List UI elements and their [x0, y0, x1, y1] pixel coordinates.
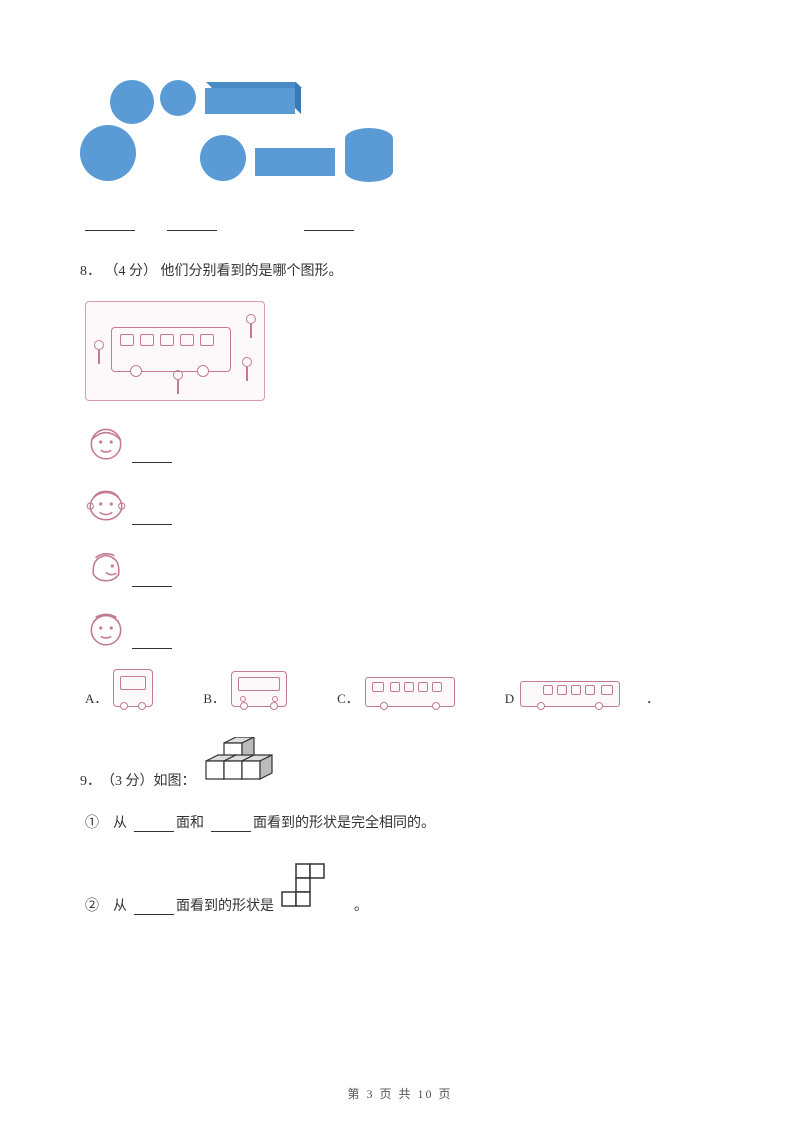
option-label: D — [505, 691, 514, 707]
bus-body — [111, 327, 231, 372]
shapes-figure — [80, 70, 720, 190]
blank-line — [304, 217, 354, 231]
blank-line — [132, 575, 172, 587]
option-label: A． — [85, 688, 107, 707]
cubes-3d-figure — [200, 737, 278, 793]
face-answer-row — [80, 545, 720, 587]
face-answer-row — [80, 483, 720, 525]
q-text: 如图： — [154, 771, 196, 793]
option-b: B． — [203, 671, 287, 707]
cylinder-shape — [345, 128, 393, 182]
blank-line — [132, 637, 172, 649]
blank-line — [211, 820, 251, 832]
rectangle-shape — [255, 148, 335, 176]
cuboid-shape — [205, 88, 295, 114]
face-icon — [85, 421, 127, 463]
blank-line — [132, 513, 172, 525]
bus-scene-figure — [85, 301, 265, 401]
q9-sub2: ② 从 面看到的形状是 。 — [80, 862, 720, 915]
text: 面看到的形状是 — [176, 895, 274, 915]
flat-shape-figure — [280, 862, 328, 915]
option-label: B． — [203, 688, 225, 707]
face-icon — [85, 607, 127, 649]
circle-shape — [160, 80, 196, 116]
text: 。 — [354, 895, 368, 915]
face-icon — [85, 483, 127, 525]
q-points: （3 分） — [101, 771, 154, 793]
bus-side-view-2 — [520, 681, 620, 707]
option-c: C． — [337, 677, 455, 707]
text: 面看到的形状是完全相同的。 — [253, 812, 435, 832]
blank-line — [134, 903, 174, 915]
bus-front-view — [231, 671, 287, 707]
face-icon — [85, 545, 127, 587]
person-icon — [240, 357, 254, 387]
option-label: C． — [337, 688, 359, 707]
person-icon — [92, 340, 106, 370]
face-answer-row — [80, 421, 720, 463]
q-points: （4 分） — [105, 264, 158, 279]
q9-sub1: ① 从 面和 面看到的形状是完全相同的。 — [80, 812, 720, 832]
shape-blanks — [80, 215, 720, 231]
page-footer: 第 3 页 共 10 页 — [0, 1085, 800, 1102]
person-icon — [244, 314, 258, 344]
q8-options: A． B． C． D — [80, 669, 720, 707]
option-a: A． — [85, 669, 153, 707]
text: ① 从 — [85, 812, 127, 832]
q-number: 9． — [80, 771, 101, 793]
q-number: 8． — [80, 264, 101, 279]
question-8: 8． （4 分） 他们分别看到的是哪个图形。 — [80, 261, 720, 283]
q-text: 他们分别看到的是哪个图形。 — [161, 264, 343, 279]
blank-line — [132, 451, 172, 463]
text: 面和 — [176, 812, 204, 832]
person-icon — [171, 370, 185, 400]
circle-shape — [80, 125, 136, 181]
option-period: ． — [646, 688, 659, 707]
option-d: D ． — [505, 681, 659, 707]
face-answer-row — [80, 607, 720, 649]
page-number: 第 3 页 共 10 页 — [347, 1087, 452, 1101]
circle-shape — [200, 135, 246, 181]
question-9: 9． （3 分） 如图： — [80, 737, 720, 793]
blank-line — [85, 217, 135, 231]
bus-back-view — [113, 669, 153, 707]
bus-side-view — [365, 677, 455, 707]
blank-line — [134, 820, 174, 832]
circle-shape — [110, 80, 154, 124]
blank-line — [167, 217, 217, 231]
text: ② 从 — [85, 895, 127, 915]
